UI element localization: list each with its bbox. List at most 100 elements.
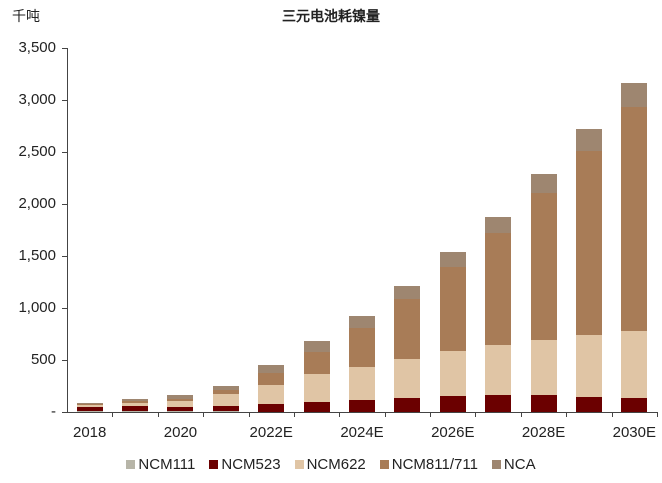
bar-segment-ncm523 [212, 405, 239, 412]
bar-segment-nca [349, 315, 375, 329]
bar-segment-nca [530, 173, 557, 194]
y-tick-label: 2,000 [18, 195, 56, 212]
bar-segment-nca [167, 395, 194, 399]
bar-segment-ncm523 [394, 398, 421, 412]
legend-swatch-icon [294, 460, 304, 469]
bar-segment-ncm811711 [303, 351, 330, 375]
bar-segment-ncm523 [122, 406, 149, 412]
bar-segment-ncm811711 [439, 266, 466, 352]
bar-2025E [394, 286, 421, 412]
bar-segment-nca [621, 83, 648, 108]
legend-swatch-icon [126, 460, 136, 469]
bar-segment-ncm523 [167, 406, 194, 412]
bar-2020 [167, 395, 194, 412]
bar-segment-ncm111 [212, 411, 239, 412]
y-tick [62, 48, 67, 49]
legend-item: NCM111 [126, 456, 195, 473]
y-tick-label: 2,500 [18, 143, 56, 160]
bar-segment-ncm811711 [122, 401, 149, 404]
bar-segment-ncm811711 [76, 404, 103, 406]
x-tick-label: 2028E [521, 424, 566, 441]
bar-segment-ncm111 [167, 411, 194, 412]
bar-segment-ncm622 [485, 345, 512, 396]
y-axis-unit-label: 千吨 [12, 9, 40, 25]
bar-segment-ncm811711 [212, 390, 239, 394]
y-tick [62, 360, 67, 361]
x-tick [157, 412, 159, 417]
bar-segment-ncm523 [621, 397, 648, 412]
bar-segment-nca [212, 386, 239, 391]
bar-segment-nca [303, 340, 330, 352]
bar-segment-ncm622 [530, 339, 557, 396]
bar-segment-ncm811711 [394, 298, 421, 359]
y-tick-label: 3,500 [18, 39, 56, 56]
bar-segment-ncm523 [530, 395, 557, 412]
x-tick [248, 412, 250, 417]
bar-segment-ncm811711 [530, 193, 557, 340]
plot-area [67, 48, 657, 412]
bar-segment-ncm811711 [621, 107, 648, 331]
bar-2021 [212, 386, 239, 412]
legend-item: NCA [491, 456, 536, 473]
y-tick [62, 412, 67, 413]
x-tick [112, 412, 114, 417]
y-tick [62, 308, 67, 309]
bar-2026E [439, 251, 466, 412]
bar-segment-ncm622 [76, 405, 103, 407]
x-tick [203, 412, 205, 417]
legend-swatch-icon [491, 460, 501, 469]
bar-segment-nca [575, 129, 602, 151]
bar-segment-ncm523 [76, 406, 103, 412]
legend: NCM111 NCM523 NCM622 NCM811/711 NCA [0, 456, 662, 473]
legend-label: NCM811/711 [391, 456, 478, 473]
bar-segment-ncm622 [575, 335, 602, 397]
bar-segment-ncm811711 [575, 150, 602, 336]
x-tick-label: 2030E [612, 424, 656, 441]
bar-segment-nca [258, 364, 285, 373]
bar-segment-ncm523 [349, 400, 375, 412]
legend-item: NCM811/711 [379, 456, 478, 473]
bar-segment-ncm622 [349, 366, 375, 401]
y-tick-label: 3,000 [18, 91, 56, 108]
x-axis-line [67, 412, 657, 413]
bar-segment-ncm622 [122, 403, 149, 407]
legend-swatch-icon [379, 460, 389, 469]
bar-segment-ncm111 [76, 411, 103, 412]
bar-2029E [575, 129, 602, 412]
bar-2030E [621, 83, 648, 412]
bar-segment-ncm523 [439, 395, 466, 412]
bar-2024E [349, 315, 375, 412]
x-tick [611, 412, 613, 417]
y-tick [62, 256, 67, 257]
bar-segment-ncm622 [394, 358, 421, 399]
x-tick [520, 412, 522, 417]
x-tick-label: 2018 [73, 424, 107, 441]
bar-segment-nca [439, 251, 466, 267]
x-tick-label: 2024E [340, 424, 384, 441]
legend-label: NCM523 [221, 456, 281, 473]
bar-segment-ncm523 [485, 395, 512, 412]
bar-segment-ncm811711 [485, 232, 512, 346]
y-tick-label: 500 [30, 351, 56, 368]
bar-2019 [122, 398, 149, 412]
bar-segment-nca [485, 216, 512, 233]
x-tick [293, 412, 295, 417]
y-tick [62, 152, 67, 153]
bar-segment-ncm523 [303, 401, 330, 412]
legend-item: NCM523 [209, 456, 281, 473]
bar-segment-ncm622 [303, 374, 330, 402]
y-tick-label: 1,500 [18, 247, 56, 264]
x-tick-label: 2022E [249, 424, 293, 441]
x-tick [430, 412, 432, 417]
x-tick [339, 412, 341, 417]
x-tick-label: 2020 [163, 424, 198, 441]
bar-segment-ncm622 [258, 384, 285, 405]
x-tick-label: 2026E [431, 424, 475, 441]
legend-label: NCM622 [306, 456, 366, 473]
y-tick-label: - [51, 403, 56, 420]
x-tick [384, 412, 386, 417]
y-tick-label: 1,000 [18, 299, 56, 316]
bar-segment-ncm622 [212, 393, 239, 406]
x-tick [657, 412, 658, 417]
bar-segment-ncm111 [122, 411, 149, 412]
